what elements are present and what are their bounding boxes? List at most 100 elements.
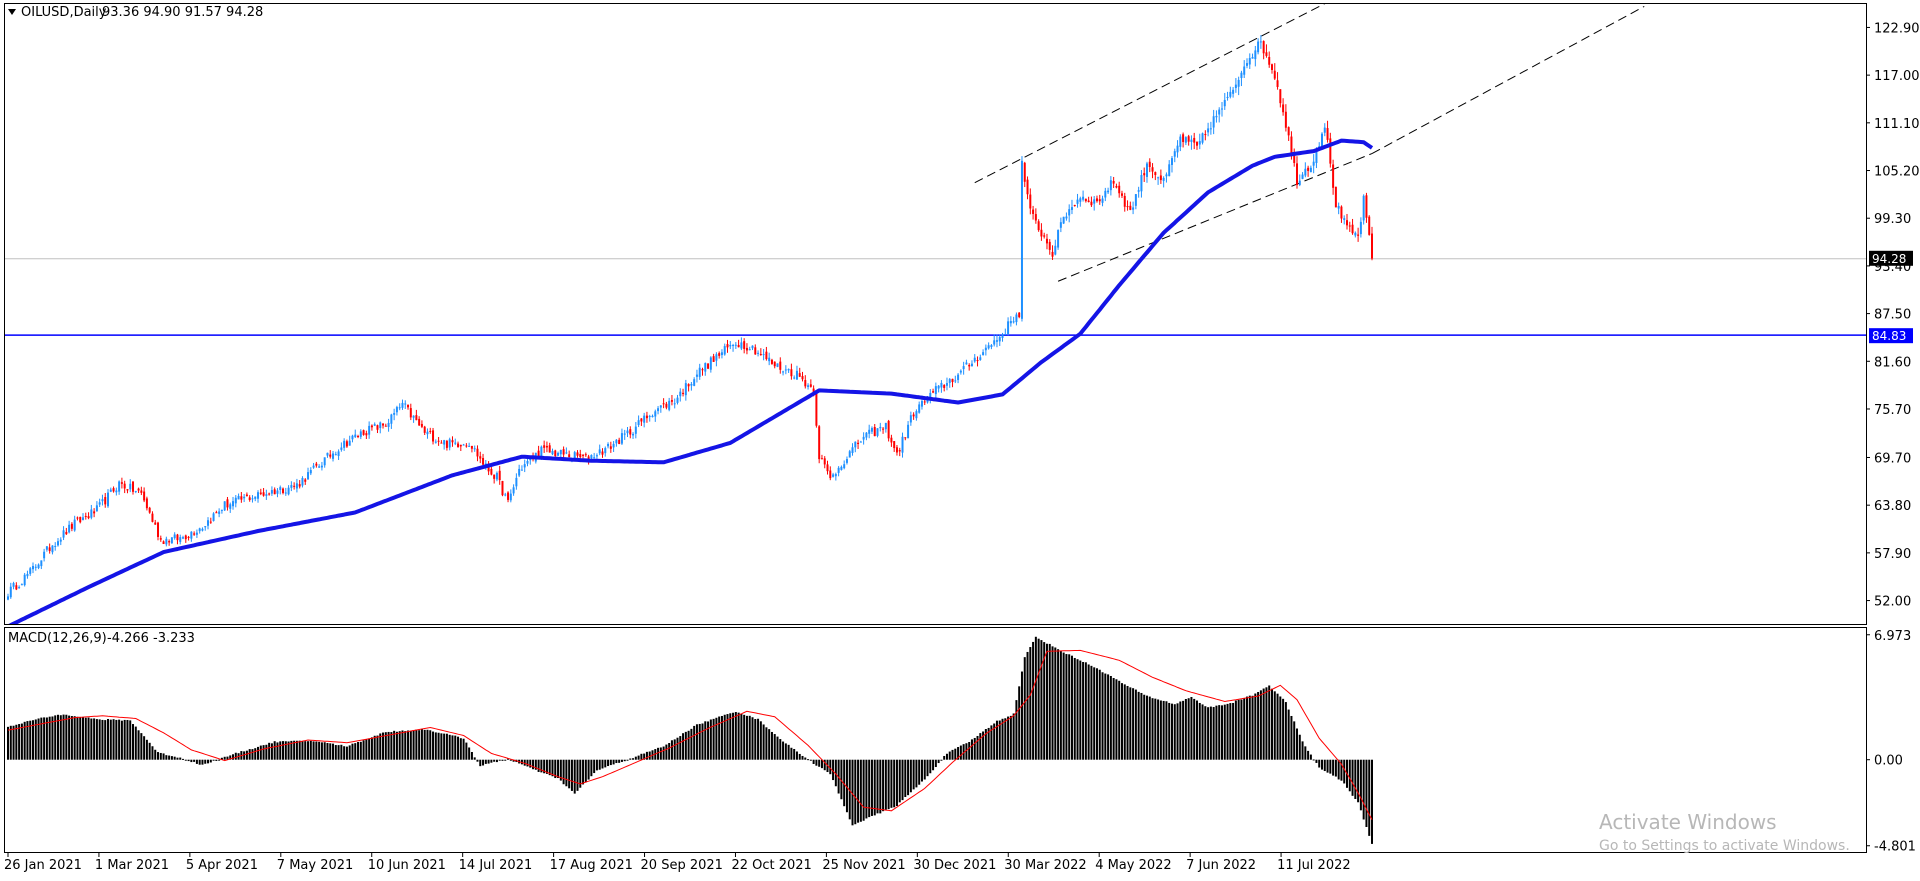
macd-bar — [626, 759, 629, 761]
candle — [654, 409, 657, 422]
macd-bar — [1234, 700, 1237, 760]
macd-bar — [1157, 699, 1160, 760]
current-price-badge: 94.28 — [1869, 250, 1913, 266]
macd-bar — [995, 720, 998, 760]
macd-bar — [312, 741, 315, 760]
macd-bar — [112, 719, 115, 760]
candle — [676, 394, 679, 405]
menu-triangle-icon[interactable] — [8, 9, 16, 15]
macd-bar — [1079, 660, 1082, 760]
candle — [479, 451, 482, 464]
candle — [1284, 104, 1287, 132]
macd-bar — [984, 729, 987, 760]
candle — [457, 441, 460, 448]
candle — [495, 471, 498, 482]
candle — [212, 512, 215, 522]
candle — [1207, 122, 1210, 137]
candle — [337, 449, 340, 460]
candle — [304, 478, 307, 485]
macd-bar — [1251, 695, 1254, 760]
macd-bar — [182, 758, 185, 760]
macd-bar — [204, 759, 207, 764]
candle — [1276, 72, 1279, 90]
macd-bar — [829, 759, 832, 775]
macd-bar — [40, 717, 43, 760]
macd-bar — [109, 719, 112, 760]
candle — [118, 480, 121, 495]
macd-bar — [532, 759, 535, 770]
macd-bar — [426, 729, 429, 760]
candle — [893, 441, 896, 452]
macd-bar — [701, 723, 704, 760]
macd-bar — [1229, 703, 1232, 760]
candle — [240, 491, 243, 503]
candle — [507, 491, 510, 503]
macd-bar — [1279, 696, 1282, 760]
macd-bar — [195, 759, 198, 764]
candle — [509, 489, 512, 503]
macd-bar — [1165, 701, 1168, 760]
macd-bar — [743, 714, 746, 760]
macd-bar — [1173, 704, 1176, 760]
candle — [220, 509, 223, 514]
macd-bar — [820, 759, 823, 769]
macd-bar — [890, 759, 893, 808]
price-tick-label: 57.90 — [1874, 547, 1911, 562]
macd-bar — [1254, 693, 1257, 760]
candle — [698, 363, 701, 380]
macd-bar — [232, 754, 235, 760]
candle — [668, 397, 671, 412]
macd-bar — [1148, 696, 1151, 760]
candle — [998, 334, 1001, 346]
macd-bar — [490, 759, 493, 763]
time-tick-label: 22 Oct 2021 — [731, 858, 811, 873]
macd-tick-label: 6.973 — [1874, 629, 1911, 644]
macd-bar — [1309, 754, 1312, 760]
macd-bar — [126, 719, 129, 760]
macd-bar — [184, 759, 187, 761]
macd-bar — [273, 741, 276, 760]
candle — [145, 496, 148, 511]
candle — [1270, 63, 1273, 74]
macd-bar — [1232, 702, 1235, 760]
time-tick-label: 17 Aug 2021 — [550, 858, 633, 873]
macd-bar — [1162, 700, 1165, 760]
macd-bar — [134, 726, 137, 760]
candle — [334, 451, 337, 456]
macd-bar — [801, 755, 804, 760]
macd-bar — [779, 739, 782, 760]
candle — [345, 439, 348, 448]
candle — [40, 560, 43, 570]
macd-bar — [390, 732, 393, 760]
macd-bar — [462, 738, 465, 760]
price-tick-label: 87.50 — [1874, 308, 1911, 323]
candle — [918, 401, 921, 414]
candle — [159, 535, 162, 542]
candle — [865, 432, 868, 441]
macd-bar — [1098, 669, 1101, 760]
candle — [498, 465, 501, 485]
macd-bar — [1104, 673, 1107, 760]
candle — [179, 534, 182, 545]
candle — [1023, 161, 1026, 188]
candle — [454, 438, 457, 446]
macd-bar — [590, 759, 593, 777]
candle — [1351, 218, 1354, 235]
candle — [198, 527, 201, 534]
candle — [184, 534, 187, 543]
macd-bar — [523, 759, 526, 766]
macd-bar — [93, 718, 96, 760]
candle — [1345, 213, 1348, 230]
macd-bar — [51, 716, 54, 760]
candle — [426, 428, 429, 439]
macd-bar — [1265, 687, 1268, 760]
macd-bar — [1090, 665, 1093, 760]
macd-bar — [1140, 692, 1143, 760]
candle — [326, 452, 329, 458]
macd-bar — [1048, 643, 1051, 760]
macd-bar — [898, 759, 901, 803]
candle — [1137, 186, 1140, 198]
candle — [176, 533, 179, 545]
macd-bar — [601, 759, 604, 769]
